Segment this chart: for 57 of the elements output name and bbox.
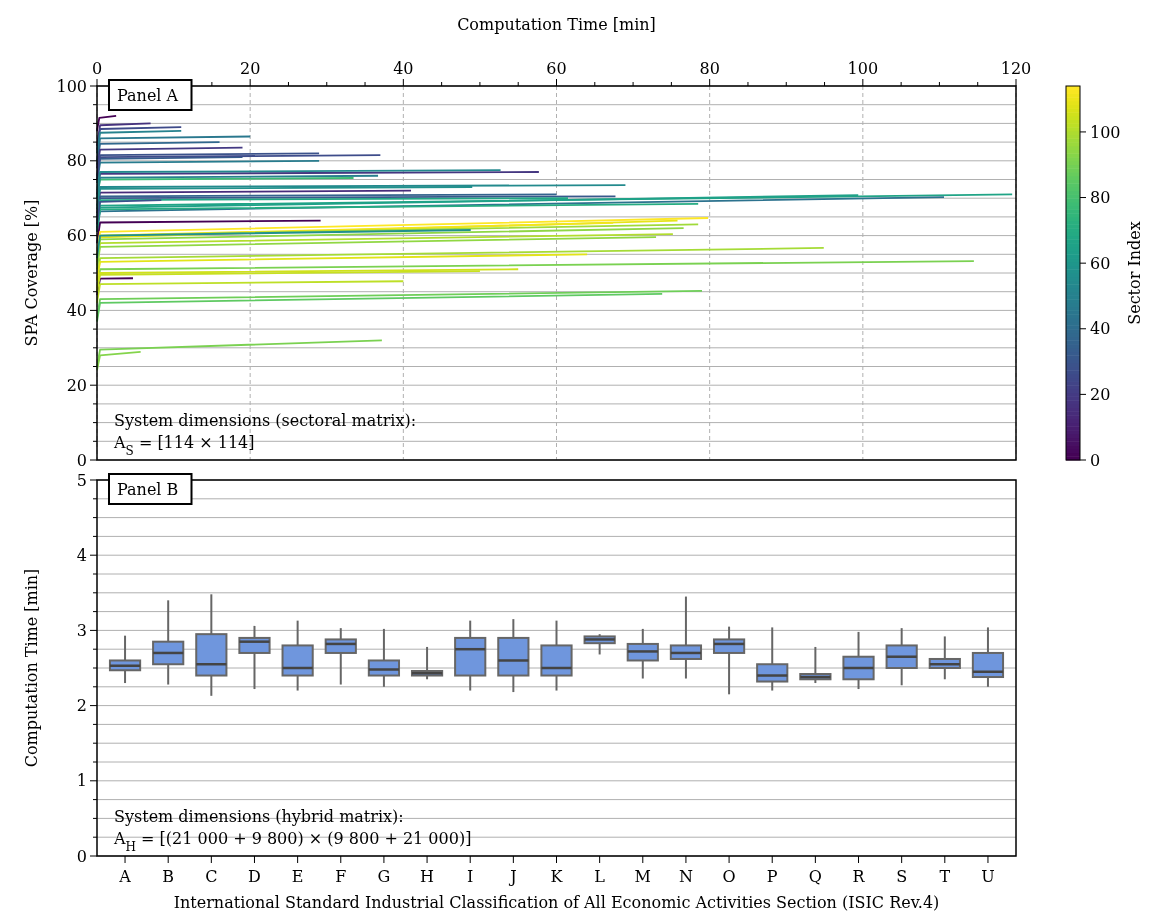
y-tick-label: 40 [66, 301, 87, 320]
annotation: System dimensions (hybrid matrix): [114, 807, 404, 826]
x-tick-label: G [377, 867, 391, 886]
x-tick-label: B [162, 867, 175, 886]
x-tick-label: 20 [239, 59, 261, 78]
x-tick-label: L [594, 867, 606, 886]
color-bar-label: 20 [1090, 384, 1111, 404]
x-tick-label: O [722, 867, 736, 886]
x-tick-label: F [335, 867, 347, 886]
x-tick-label: E [291, 867, 304, 886]
annotation: Panel A [117, 86, 179, 105]
x-tick-label: 40 [393, 59, 414, 78]
x-tick-label: J [508, 867, 517, 886]
x-tick-label: Q [808, 867, 822, 886]
x-tick-label: T [939, 867, 951, 886]
color-bar-label: 0 [1090, 450, 1101, 470]
x-tick-label: P [766, 867, 778, 886]
y-axis-title: Computation Time [min] [22, 568, 41, 768]
y-axis-title: SPA Coverage [%] [22, 199, 41, 347]
x-tick-label: I [467, 867, 474, 886]
annotation: System dimensions (sectoral matrix): [114, 411, 417, 430]
y-tick-label: 60 [66, 226, 87, 246]
y-tick-label: 5 [76, 470, 87, 490]
color-bar-label: 60 [1090, 253, 1111, 273]
y-tick-label: 0 [76, 846, 87, 866]
y-tick-label: 1 [76, 771, 87, 791]
x-tick-label: U [981, 867, 995, 886]
x-tick-label: 80 [699, 59, 720, 78]
x-tick-label: 60 [546, 59, 567, 78]
x-tick-label: K [550, 867, 564, 886]
y-tick-label: 4 [76, 545, 87, 565]
annotation: A$_{S}$ = [114 × 114] [113, 433, 255, 458]
x-tick-label: N [678, 867, 693, 886]
x-tick-label: H [420, 867, 435, 886]
color-bar-label: 40 [1090, 319, 1111, 339]
x-axis-title: Computation Time [min] [457, 15, 656, 34]
y-tick-label: 100 [56, 76, 87, 96]
x-tick-label: 0 [91, 59, 103, 78]
x-tick-label: 120 [1000, 59, 1032, 78]
x-tick-label: 100 [847, 59, 879, 78]
x-tick-label: S [896, 867, 908, 886]
color-bar-label: 100 [1090, 122, 1121, 142]
y-tick-label: 2 [76, 696, 87, 716]
x-tick-label: R [852, 867, 866, 886]
x-tick-label: C [205, 867, 218, 886]
y-tick-label: 0 [76, 450, 87, 470]
y-tick-label: 3 [76, 621, 87, 640]
color-bar-label: 80 [1090, 188, 1111, 208]
color-bar-title: Sector Index [1125, 221, 1144, 325]
annotation: A$_{H}$ = [(21 000 + 9 800) × (9 800 + 21 000)] [113, 829, 472, 854]
y-tick-label: 80 [66, 151, 87, 171]
annotation: Panel B [117, 480, 179, 499]
x-tick-label: M [634, 867, 651, 886]
y-tick-label: 20 [66, 375, 87, 395]
x-tick-label: A [118, 867, 132, 886]
x-axis-title: International Standard Industrial Classification of All Economic Activities Section (ISIC Rev.4) [173, 893, 940, 912]
x-tick-label: D [248, 867, 261, 886]
